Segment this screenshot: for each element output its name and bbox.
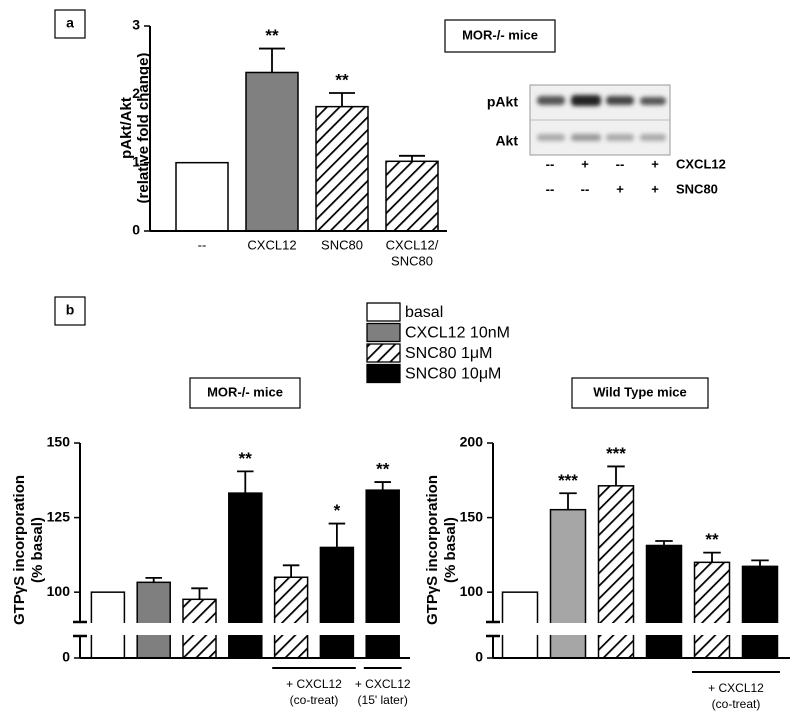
- significance-label: **: [335, 70, 349, 89]
- significance-label: **: [705, 530, 719, 549]
- chart-title: MOR-/- mice: [207, 384, 283, 399]
- bar: [693, 561, 731, 659]
- significance-label: ***: [558, 471, 578, 490]
- y-tick-label: 200: [460, 434, 484, 450]
- y-tick-label: 150: [460, 508, 484, 524]
- legend-label: CXCL12 10nM: [405, 325, 510, 342]
- bar: [175, 161, 229, 232]
- y-axis-label: (% basal): [442, 517, 459, 583]
- panel-label: b: [66, 302, 75, 318]
- y-axis-label: GTPγS incorporation: [424, 475, 441, 625]
- blot-image: [529, 84, 671, 156]
- y-axis-label: GTPγS incorporation: [11, 475, 28, 625]
- group-label: + CXCL12: [286, 677, 342, 691]
- y-tick-label: 100: [47, 583, 71, 599]
- y-tick-label: 150: [47, 434, 71, 450]
- bar: [245, 71, 299, 232]
- group-label: (co-treat): [712, 697, 761, 711]
- bar: [319, 546, 355, 659]
- legend-label: basal: [405, 304, 443, 321]
- y-tick-label: 0: [475, 649, 483, 665]
- panel-label: a: [66, 15, 74, 31]
- significance-label: **: [239, 449, 253, 468]
- panel-label-box: [54, 296, 86, 326]
- x-tick-label: CXCL12: [247, 237, 296, 252]
- chart-title: MOR-/- mice: [462, 27, 538, 42]
- x-tick-label: SNC80: [391, 253, 433, 268]
- y-tick-label: 0: [132, 222, 140, 238]
- blot-row-label: pAkt: [487, 94, 518, 110]
- blot-sign: --: [546, 156, 555, 171]
- blot-sign: +: [651, 156, 659, 171]
- blot-treatment: SNC80: [676, 181, 718, 196]
- x-tick-label: SNC80: [321, 237, 363, 252]
- legend-swatch: [366, 343, 401, 363]
- axis-break-gap: [81, 623, 411, 635]
- legend-swatch: [366, 322, 401, 343]
- y-tick-label: 125: [47, 508, 71, 524]
- x-tick-label: --: [198, 237, 207, 252]
- group-label: + CXCL12: [708, 681, 764, 695]
- y-tick-label: 1: [132, 153, 140, 169]
- bar: [385, 160, 439, 232]
- significance-label: ***: [606, 444, 626, 463]
- blot-sign: +: [616, 181, 624, 196]
- bar: [549, 508, 587, 659]
- blot-sign: --: [616, 156, 625, 171]
- legend-label: SNC80 10μM: [405, 366, 501, 383]
- y-tick-label: 0: [62, 649, 70, 665]
- bar: [136, 581, 171, 659]
- significance-label: **: [376, 460, 390, 479]
- blot-row-label: Akt: [495, 133, 518, 149]
- y-tick-label: 3: [132, 17, 140, 33]
- x-tick-label: CXCL12/: [386, 237, 439, 252]
- significance-label: *: [334, 501, 341, 520]
- group-label: (co-treat): [290, 693, 339, 707]
- legend-label: SNC80 1μM: [405, 345, 492, 362]
- title-box: [444, 19, 556, 53]
- axis-break-gap: [494, 623, 791, 635]
- legend-swatch: [366, 302, 401, 322]
- significance-label: **: [265, 26, 279, 45]
- chart-title: Wild Type mice: [593, 384, 687, 399]
- title-box: [571, 377, 709, 409]
- blot-sign: +: [581, 156, 589, 171]
- bar: [741, 565, 779, 659]
- panel-label-box: [54, 9, 86, 39]
- group-label: + CXCL12: [355, 677, 411, 691]
- y-axis-label: pAkt/Akt: [118, 97, 135, 159]
- group-label: (15' later): [358, 693, 408, 707]
- bar: [273, 576, 309, 659]
- blot-treatment: CXCL12: [676, 156, 726, 171]
- y-axis-label: (relative fold change): [135, 53, 152, 204]
- legend-swatch: [366, 363, 401, 384]
- title-box: [189, 377, 301, 409]
- bar: [315, 105, 369, 232]
- blot-sign: +: [651, 181, 659, 196]
- blot-sign: --: [581, 181, 590, 196]
- y-axis-label: (% basal): [29, 517, 46, 583]
- y-tick-label: 100: [460, 583, 484, 599]
- y-tick-label: 2: [132, 85, 140, 101]
- blot-sign: --: [546, 181, 555, 196]
- bar: [645, 544, 683, 659]
